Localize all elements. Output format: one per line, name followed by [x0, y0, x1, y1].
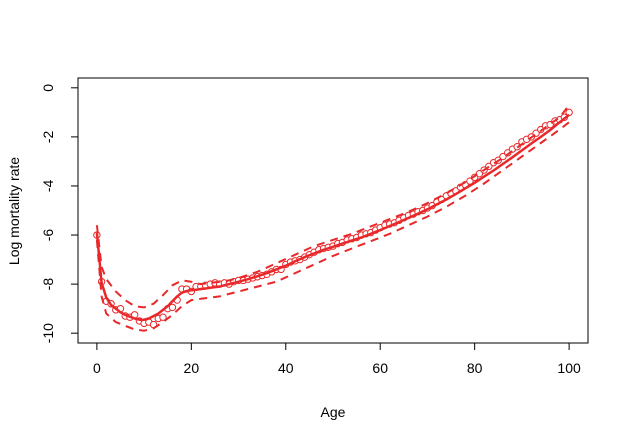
x-tick-label: 20	[184, 360, 200, 376]
y-tick-label: 0	[40, 84, 56, 92]
x-axis-title: Age	[321, 404, 346, 420]
data-point	[159, 313, 167, 321]
data-point	[565, 108, 573, 117]
lower-band-line	[95, 121, 570, 332]
upper-band-line	[95, 104, 570, 309]
y-axis: 0 -2 -4 -6 -8 -10	[40, 84, 79, 343]
y-tick-label: -4	[40, 180, 56, 193]
x-tick-label: 80	[467, 360, 483, 376]
x-tick-label: 60	[372, 360, 388, 376]
fitted-line	[95, 113, 570, 321]
x-axis: 0 20 40 60 80 100	[93, 342, 581, 376]
y-tick-label: -8	[40, 278, 56, 291]
series-group	[93, 104, 573, 332]
y-axis-title: Log mortality rate	[6, 157, 22, 265]
x-tick-label: 100	[557, 360, 581, 376]
plot-area	[93, 104, 573, 332]
x-tick-label: 40	[278, 360, 294, 376]
data-point	[499, 152, 507, 161]
y-tick-label: -2	[40, 130, 56, 143]
x-tick-label: 0	[93, 360, 101, 376]
y-tick-label: -6	[40, 229, 56, 242]
data-point	[168, 303, 177, 312]
y-tick-label: -10	[40, 323, 56, 343]
